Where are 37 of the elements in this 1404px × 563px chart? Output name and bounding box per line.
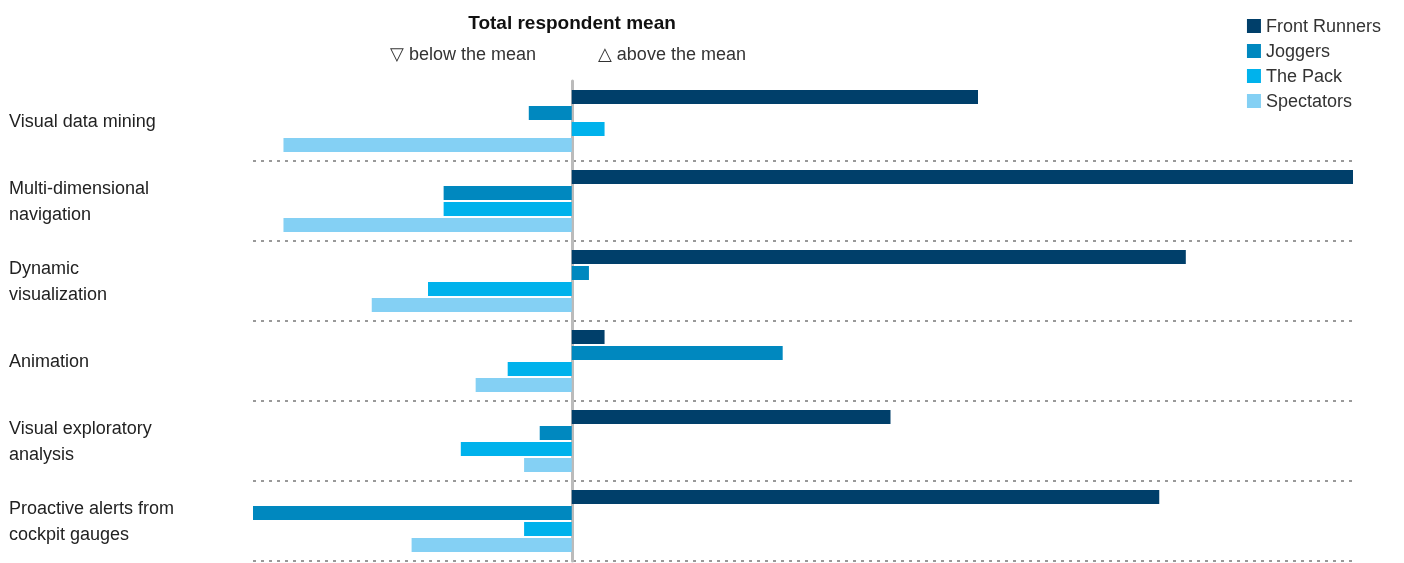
bar — [571, 346, 783, 360]
y-tick-label: Dynamic visualization — [9, 258, 108, 304]
bar — [283, 138, 572, 152]
bar — [571, 410, 891, 424]
legend-label: Front Runners — [1265, 16, 1382, 36]
bar — [411, 538, 572, 552]
bar — [371, 298, 572, 312]
y-tick-label: Animation — [9, 351, 90, 371]
bar — [524, 522, 572, 536]
bar — [571, 122, 605, 136]
bar — [571, 490, 1160, 504]
bar — [571, 90, 978, 104]
legend-label: The Pack — [1265, 66, 1343, 86]
bar — [428, 282, 572, 296]
legend-label: Joggers — [1265, 41, 1330, 61]
bar — [571, 330, 605, 344]
text: ▽ below the mean — [390, 44, 537, 64]
bar — [475, 378, 572, 392]
y-tick-label: Visual exploratory analysis — [9, 418, 152, 464]
y-tick-label: Multi-dimensional navigation — [9, 178, 150, 224]
y-tick-label: Visual data mining — [9, 111, 156, 131]
chart-title: Total respondent mean — [468, 12, 676, 33]
bar — [571, 250, 1186, 264]
bar — [524, 458, 572, 472]
bar — [507, 362, 572, 376]
bar — [460, 442, 572, 456]
bar — [571, 266, 589, 280]
bar — [528, 106, 572, 120]
bar — [283, 218, 572, 232]
bar — [443, 202, 572, 216]
y-tick-label: Proactive alerts from cockpit gauges — [9, 498, 175, 544]
bar — [443, 186, 572, 200]
text: △ above the mean — [598, 44, 746, 64]
legend-label: Spectators — [1265, 91, 1352, 111]
bar — [539, 426, 572, 440]
bar — [571, 170, 1353, 184]
bar — [253, 506, 572, 520]
